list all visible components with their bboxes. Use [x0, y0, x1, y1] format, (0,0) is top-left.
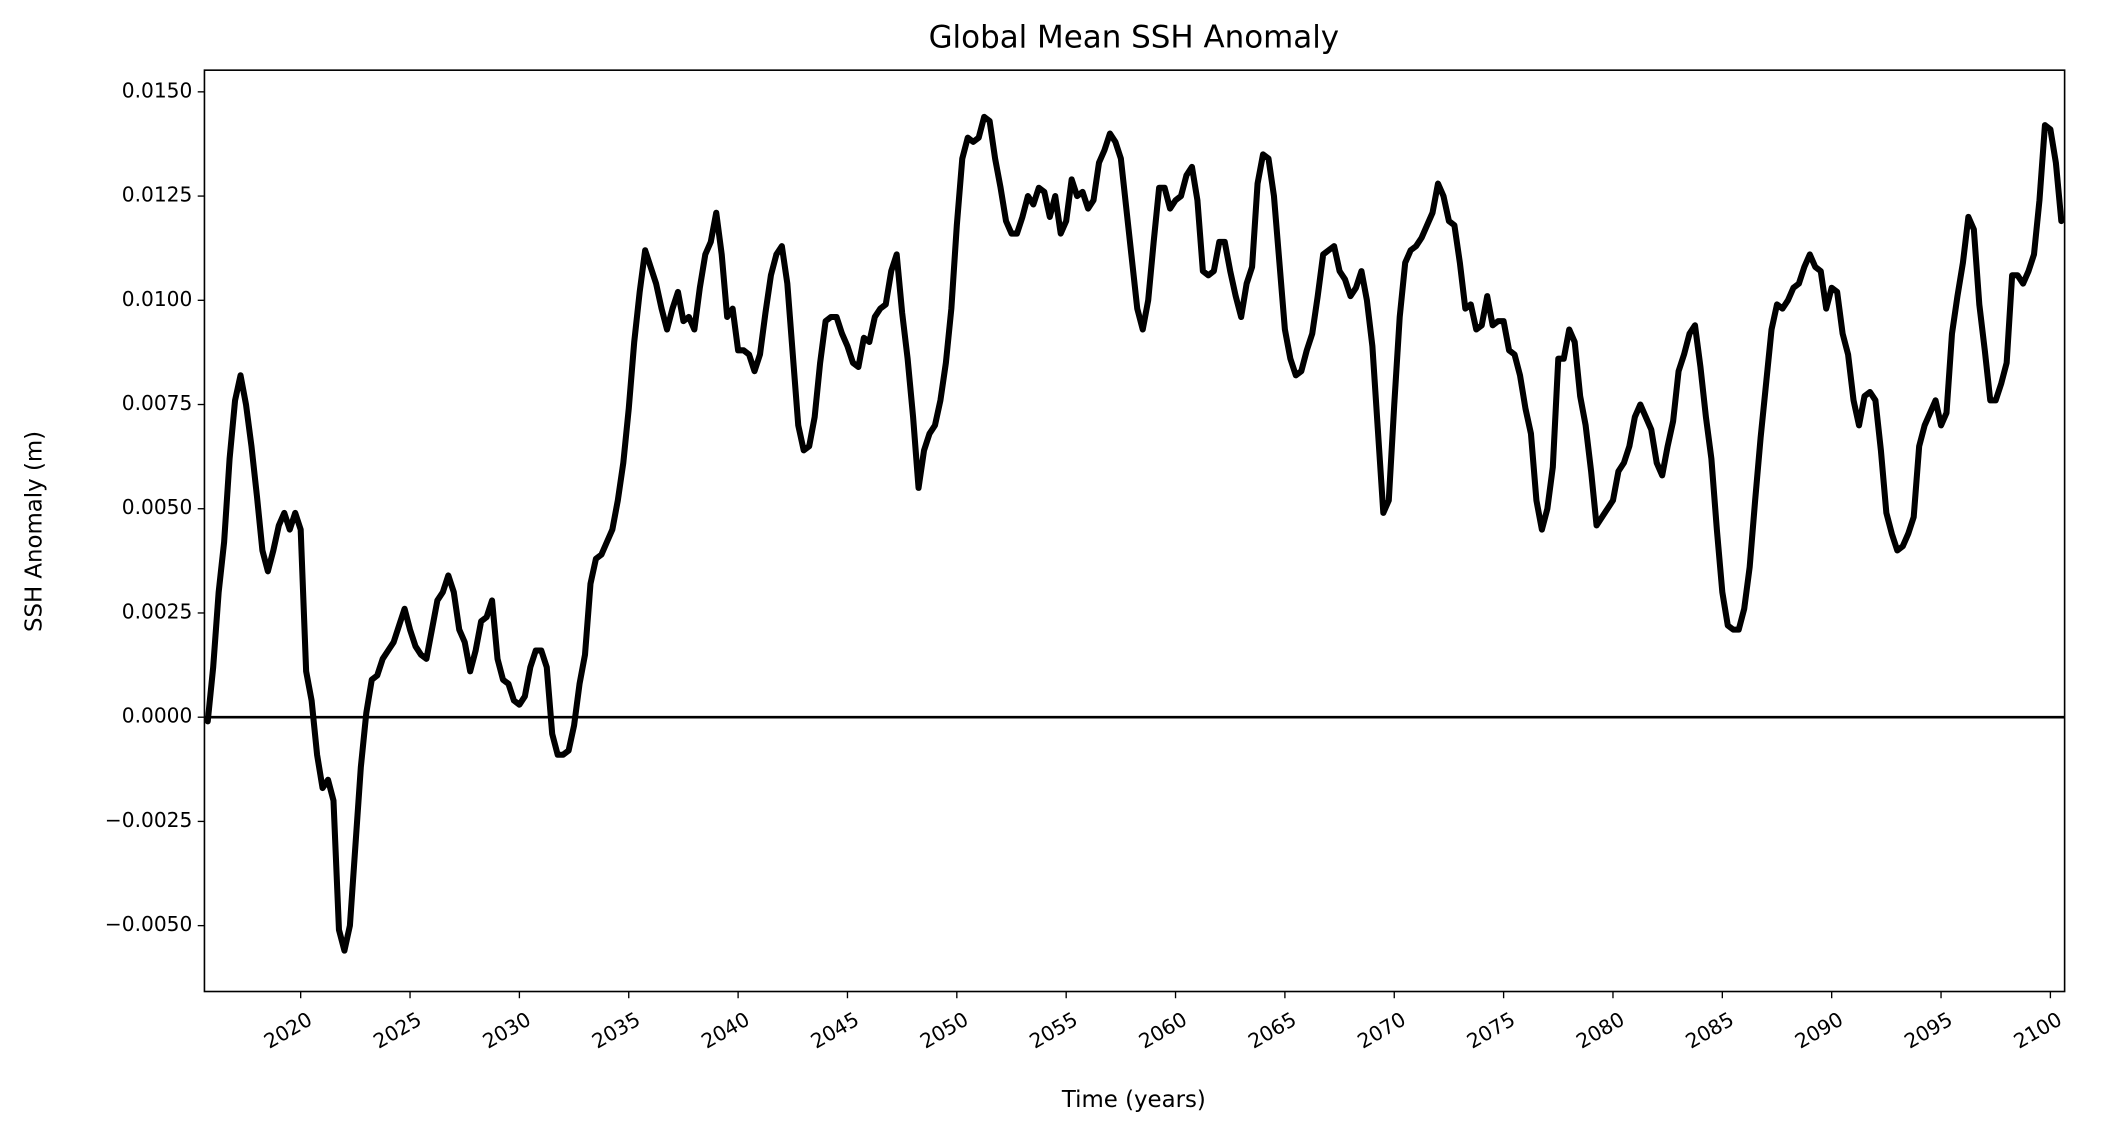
x-axis-label: Time (years) — [1061, 1087, 1206, 1113]
x-tick-label: 2075 — [1463, 1007, 1519, 1053]
x-tick-label: 2085 — [1681, 1007, 1737, 1053]
x-tick-label: 2100 — [2009, 1007, 2065, 1053]
x-tick-label: 2020 — [260, 1007, 316, 1053]
y-tick-label: 0.0100 — [122, 287, 193, 311]
x-tick-label: 2045 — [807, 1007, 863, 1053]
x-tick-label: 2035 — [588, 1007, 644, 1053]
y-tick-label: 0.0150 — [122, 78, 193, 102]
y-tick-label: 0.0025 — [122, 599, 193, 623]
data-line — [204, 113, 2065, 954]
x-tick-label: 2065 — [1244, 1007, 1300, 1053]
y-tick-label: 0.0125 — [122, 183, 193, 207]
y-tick-label: 0.0050 — [122, 495, 193, 519]
x-tick-label: 2040 — [697, 1007, 753, 1053]
y-tick-label: −0.0050 — [105, 912, 192, 936]
x-tick-label: 2055 — [1025, 1007, 1081, 1053]
x-tick-label: 2030 — [478, 1007, 534, 1053]
x-tick-label: 2050 — [916, 1007, 972, 1053]
x-tick-label: 2090 — [1791, 1007, 1847, 1053]
plot-frame — [203, 69, 2066, 993]
x-tick-label: 2060 — [1135, 1007, 1191, 1053]
x-tick-label: 2080 — [1572, 1007, 1628, 1053]
x-tick-label: 2025 — [369, 1007, 425, 1053]
x-tick-label: 2095 — [1900, 1007, 1956, 1053]
y-axis-label: SSH Anomaly (m) — [21, 431, 47, 632]
x-tick-label: 2070 — [1353, 1007, 1409, 1053]
y-tick-label: 0.0000 — [122, 704, 193, 728]
y-tick-label: −0.0025 — [105, 808, 192, 832]
y-tick-label: 0.0075 — [122, 391, 193, 415]
chart-title: Global Mean SSH Anomaly — [929, 20, 1340, 56]
